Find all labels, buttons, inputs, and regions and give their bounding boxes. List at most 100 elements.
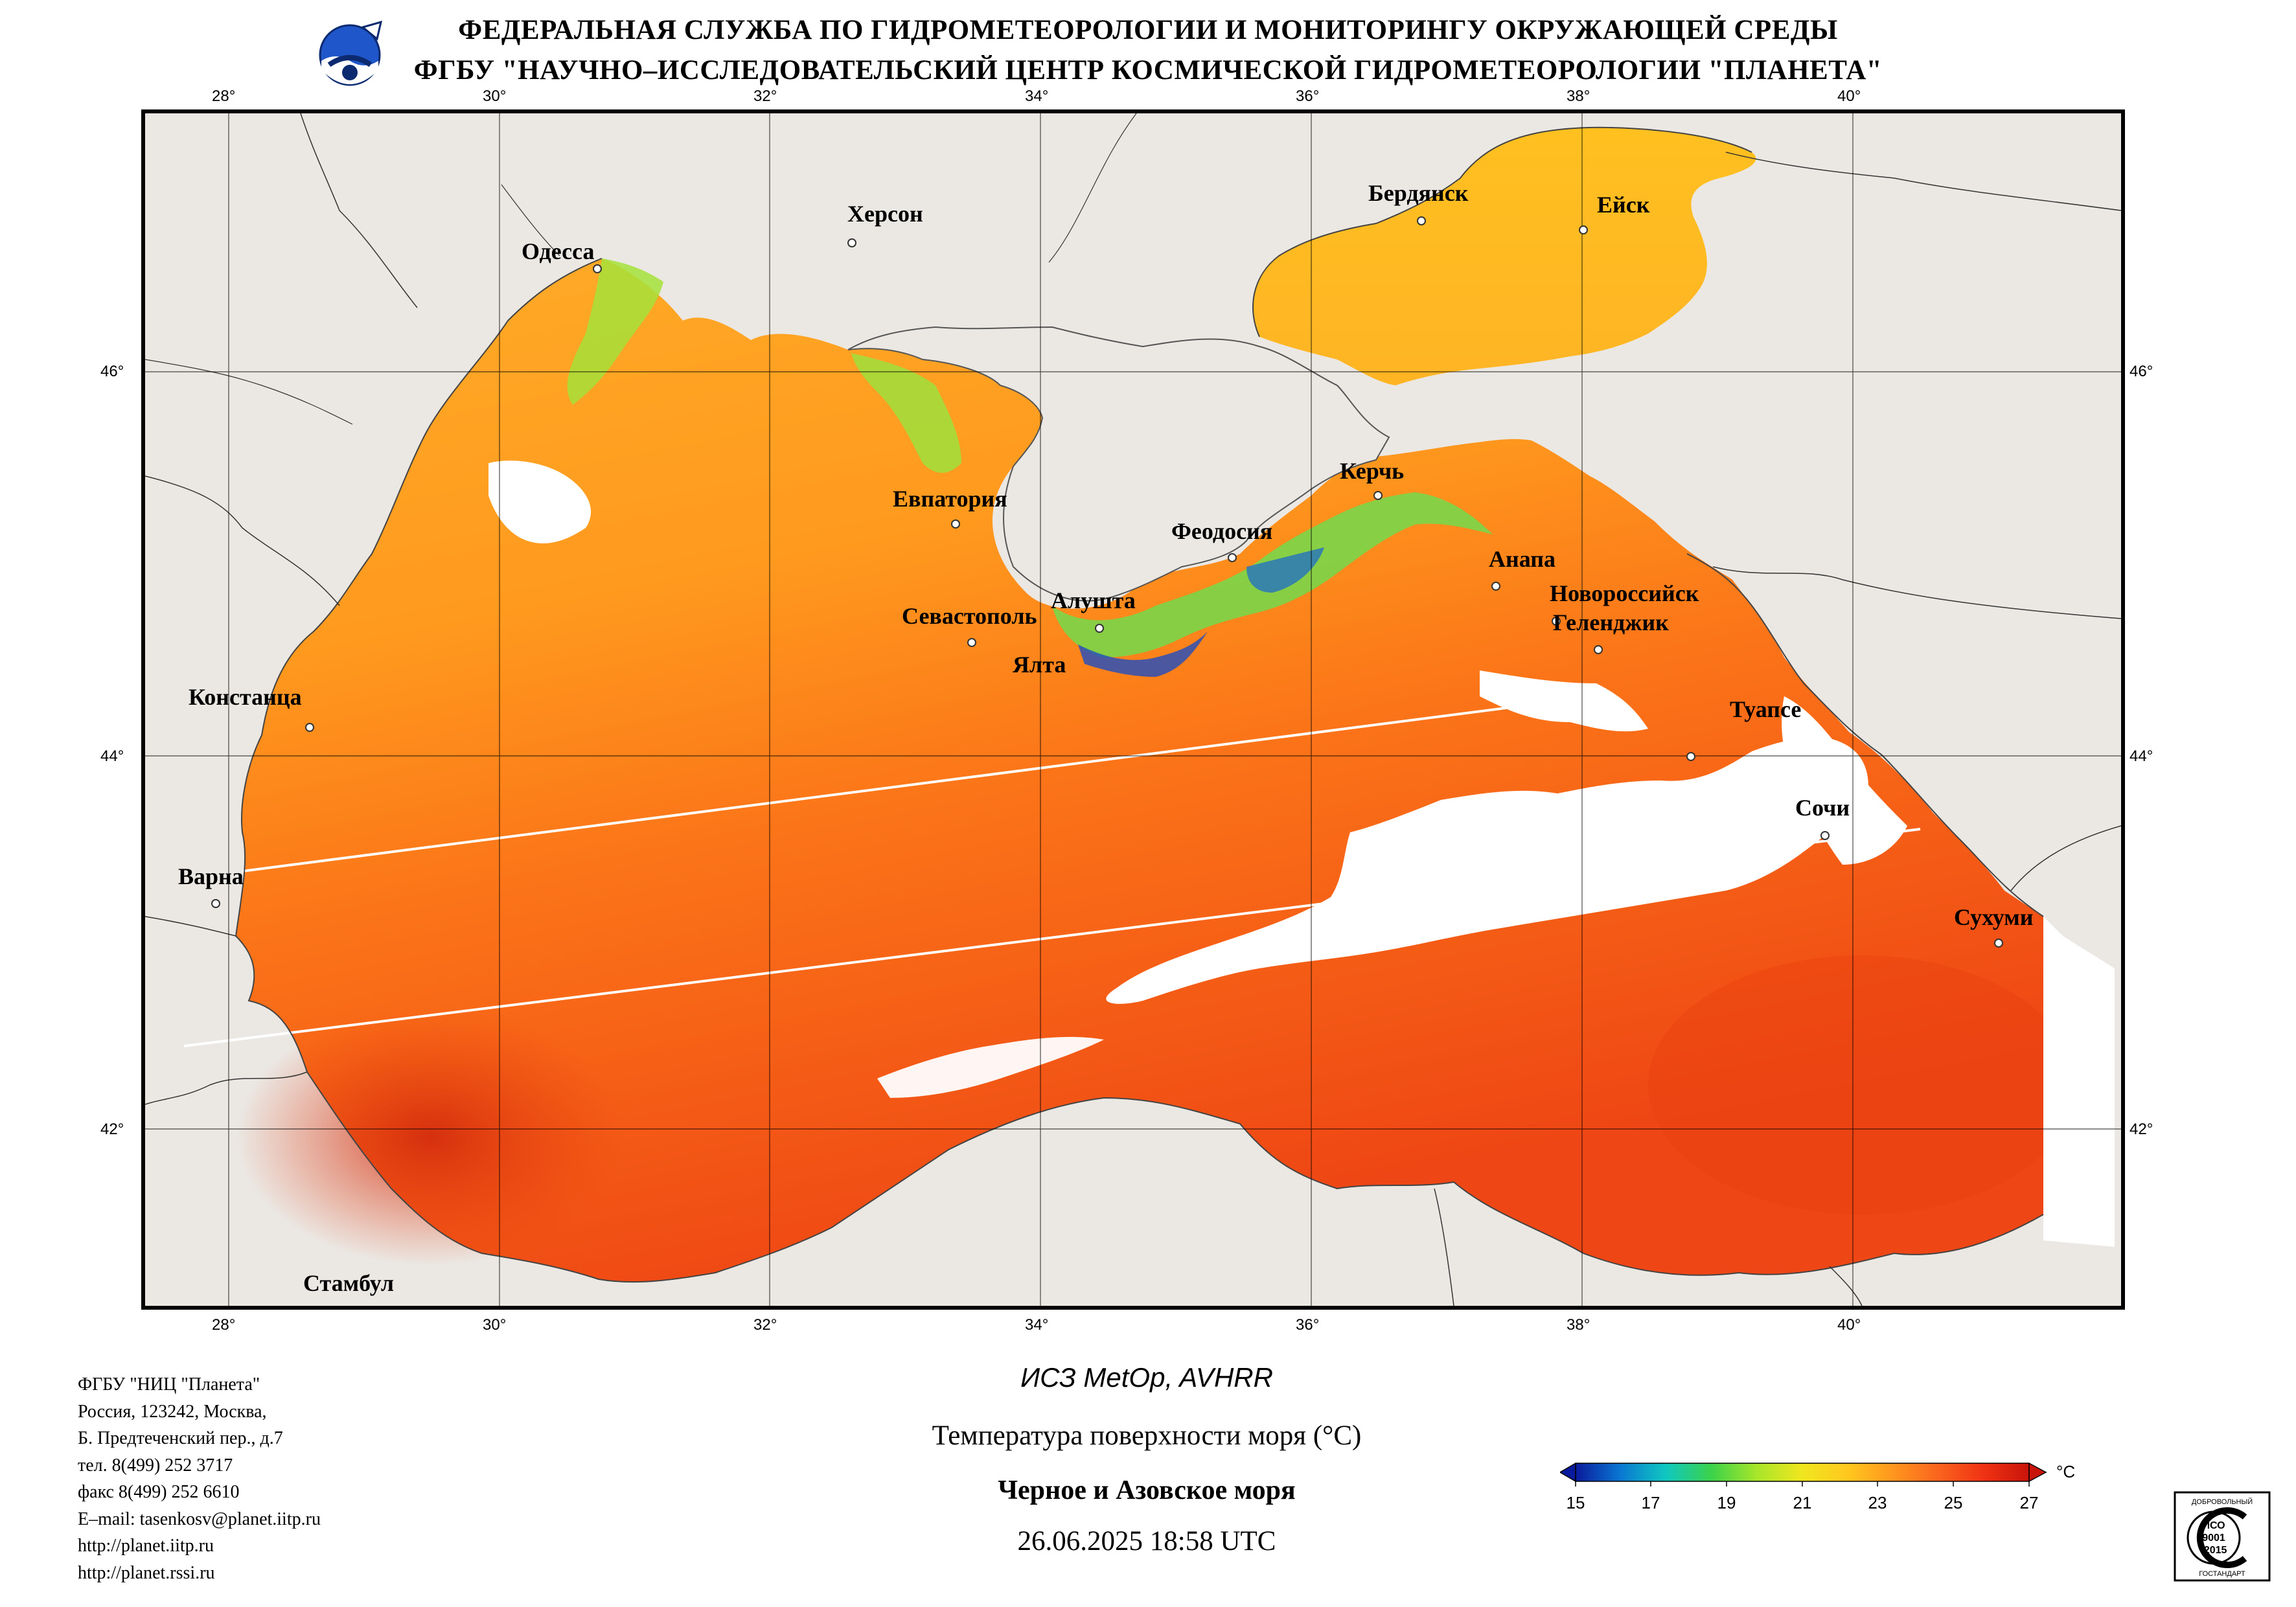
city-label-alushta: Алушта [1051,587,1136,613]
city-label-berdyansk: Бердянск [1368,180,1469,206]
lat-right-44: 44° [2130,747,2153,765]
lon-bottom-32: 32° [753,1316,777,1334]
caption-region: Черное и Азовское моря [998,1476,1296,1505]
lon-top-34: 34° [1025,87,1049,105]
city-label-novorossiysk: Новороссийск [1550,580,1699,606]
city-dot-odessa [593,264,602,273]
city-label-kerch: Керчь [1340,458,1405,484]
city-label-kherson: Херсон [847,201,923,227]
iso-bottom-text: ГОСТАНДАРТ [2199,1570,2245,1578]
caption-product: Температура поверхности моря (°C) [932,1420,1362,1451]
city-label-istanbul: Стамбул [303,1270,395,1296]
city-dot-novorossiysk [1552,617,1561,626]
lon-top-40: 40° [1837,87,1861,105]
city-dot-feodosia [1228,553,1237,562]
lat-right-42: 42° [2130,1121,2153,1138]
colorbar-tick-15: 15 [1566,1493,1585,1512]
lon-bottom-36: 36° [1296,1316,1320,1334]
address-country: Россия, 123242, Москва, [78,1401,267,1422]
lon-bottom-38: 38° [1567,1316,1590,1334]
city-label-sukhumi: Сухуми [1954,904,2034,930]
city-label-varna: Варна [178,863,244,889]
city-dot-kherson [847,238,856,247]
iso-line-1: ИСО [2202,1520,2225,1531]
city-label-tuapse: Туапсе [1730,696,1802,722]
city-dot-sukhumi [1994,939,2003,948]
caption-datetime: 26.06.2025 18:58 UTC [1017,1526,1276,1556]
colorbar-tick-27: 27 [2019,1493,2039,1512]
black-sea-coastline [235,258,2044,1283]
address-email: E–mail: tasenkosv@planet.iitp.ru [78,1509,321,1529]
city-label-odessa: Одесса [522,238,595,264]
city-dot-gelendzhik [1594,645,1603,654]
lon-top-28: 28° [212,87,236,105]
lon-bottom-28: 28° [212,1316,236,1334]
iso-9001-badge-icon: ДОБРОВОЛЬНЫЙ ИСО 9001 -2015 ГОСТАНДАРТ [2174,1491,2271,1582]
cloud-east [1106,737,1868,1004]
lon-bottom-34: 34° [1025,1316,1049,1334]
address-url-1: http://planet.iitp.ru [78,1536,214,1556]
address-org: ФГБУ "НИЦ "Планета" [78,1374,260,1395]
city-label-yeysk: Ейск [1597,192,1650,218]
rivers [145,113,1137,425]
colorbar-tick-19: 19 [1717,1493,1736,1512]
city-label-gelendzhik: Геленджик [1553,610,1669,635]
address-fax: факс 8(499) 252 6610 [78,1482,240,1502]
caption-satellite: ИСЗ MetOp, AVHRR [1020,1362,1273,1393]
cool-evpatoria [851,353,961,473]
city-dot-sevastopol [967,638,976,647]
colorbar-tick-21: 21 [1793,1493,1812,1512]
cloud-caucasus [1782,696,1907,865]
city-dot-varna [211,899,220,908]
city-dot-alushta [1095,624,1104,633]
cloud-south-coast [877,1036,1104,1098]
lon-top-32: 32° [753,87,777,105]
city-dot-yevpatoria [951,519,960,529]
city-dot-yeysk [1579,225,1588,234]
address-street: Б. Предтеченский пер., д.7 [78,1428,283,1448]
city-dot-tuapse [1686,752,1695,761]
colorbar-tick-17: 17 [1641,1493,1660,1512]
city-label-constanta: Констанца [189,684,302,710]
cloud-abkhazia [2043,917,2115,1247]
colorbar [1560,1462,2047,1487]
azov-coastline [1252,126,1752,337]
city-label-anapa: Анапа [1489,546,1556,572]
city-label-feodosia: Феодосия [1171,518,1273,544]
city-dot-kerch [1373,491,1383,500]
lon-top-30: 30° [483,87,507,105]
city-label-yevpatoria: Евпатория [893,486,1007,512]
iso-line-2: 9001 [2202,1533,2225,1544]
address-phone: тел. 8(499) 252 3717 [78,1455,233,1476]
lat-left-46: 46° [100,363,124,380]
lon-top-38: 38° [1567,87,1590,105]
lat-left-44: 44° [100,747,124,765]
iso-top-text: ДОБРОВОЛЬНЫЙ [2192,1498,2253,1506]
colorbar-tick-23: 23 [1868,1493,1887,1512]
hot-zone-sw [236,1007,625,1266]
colorbar-tick-25: 25 [1944,1493,1963,1512]
city-dot-anapa [1491,582,1500,591]
lon-bottom-40: 40° [1837,1316,1861,1334]
hot-zone-se [1648,955,2076,1214]
black-sea [236,258,2043,1282]
address-block: ФГБУ "НИЦ "Планета" Россия, 123242, Моск… [78,1371,321,1586]
east-coastline [1686,553,2044,917]
lat-right-46: 46° [2130,363,2153,380]
cold-feodosia [1246,547,1324,593]
lon-top-36: 36° [1296,87,1320,105]
city-dot-sochi [1820,831,1830,840]
city-label-sevastopol: Севастополь [902,603,1037,629]
country-borders [145,113,2121,1306]
iso-line-3: -2015 [2201,1545,2227,1556]
city-dot-constanta [305,723,314,732]
lat-left-42: 42° [100,1121,124,1138]
sst-map [141,109,2125,1310]
cool-nw-coast [567,258,663,405]
city-label-yalta: Ялта [1013,652,1066,678]
lon-bottom-30: 30° [483,1316,507,1334]
crimea-land [847,326,1390,602]
graticule [145,113,2121,1306]
address-url-2: http://planet.rssi.ru [78,1562,215,1583]
azov-sea [1253,127,1756,385]
